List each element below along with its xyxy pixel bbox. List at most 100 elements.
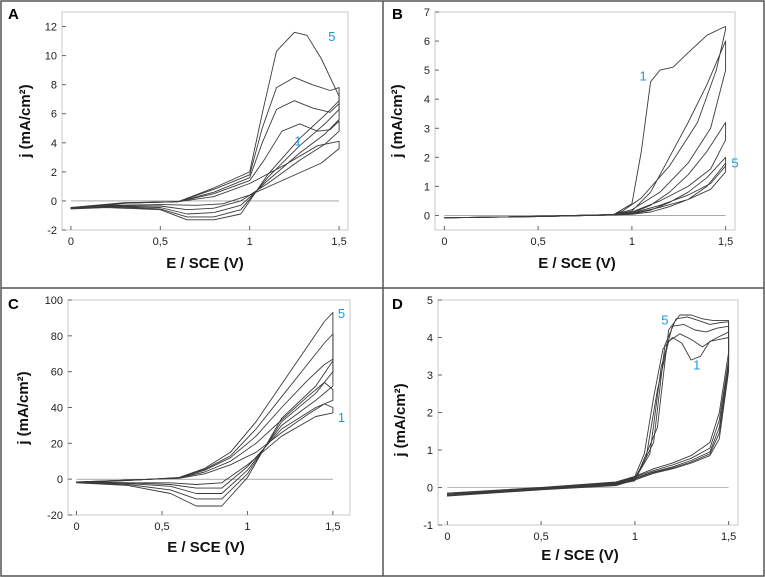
cv-curve-b-cycle-1 [443, 26, 727, 219]
cycle-labels-a: 51 [294, 29, 335, 149]
y-tick-label-b: 4 [424, 94, 430, 106]
x-axis-title-b: E / SCE (V) [538, 255, 616, 272]
cycle-labels-c: 51 [338, 306, 345, 425]
cycle-label-d-5: 5 [661, 312, 668, 327]
curves-a [70, 31, 340, 221]
x-tick-label-d: 1,5 [721, 531, 736, 543]
y-tick-label-a: 0 [51, 196, 57, 208]
cycle-label-b-5: 5 [731, 156, 738, 171]
y-tick-label-a: 8 [51, 80, 57, 92]
cycle-labels-b: 15 [640, 68, 739, 170]
y-tick-label-d: -1 [423, 520, 433, 532]
x-tick-label-c: 1,5 [325, 521, 340, 533]
plot-area-b [434, 11, 736, 231]
y-tick-label-a: 2 [51, 167, 57, 179]
cv-curve-a-cycle-2 [70, 120, 340, 211]
cv-curve-d-cycle-1 [446, 337, 730, 494]
cycle-label-b-1: 1 [640, 68, 647, 83]
y-tick-label-c: 60 [51, 367, 63, 379]
curves-d [446, 314, 730, 497]
panel-letter-b: B [392, 6, 403, 23]
y-tick-label-a: 6 [51, 109, 57, 121]
y-axis-title-d: j (mA/cm²) [392, 383, 409, 457]
ticks-a: 0 0,5 1 1,5 -2 0 2 4 6 8 10 12 [45, 22, 347, 248]
cv-curve-d-cycle-4 [446, 316, 730, 496]
ticks-d: 0 0,5 1 1,5 -1 0 1 2 3 4 5 [423, 295, 736, 543]
y-tick-label-a: 10 [45, 51, 57, 63]
y-axis-title-c: j (mA/cm²) [15, 371, 32, 445]
cv-curve-c-cycle-2 [76, 381, 334, 489]
x-axis-title-a: E / SCE (V) [166, 255, 244, 272]
y-tick-label-d: 4 [427, 333, 433, 345]
x-tick-label-c: 0,5 [154, 521, 169, 533]
x-tick-label-b: 0 [441, 236, 447, 248]
y-tick-label-c: 0 [57, 474, 63, 486]
cv-curve-b-cycle-4 [443, 156, 727, 219]
ticks-c: 0 0,5 1 1,5 -20 0 20 40 60 80 100 [45, 295, 341, 533]
y-tick-label-d: 5 [427, 295, 433, 307]
x-tick-label-b: 0,5 [530, 236, 545, 248]
curves-b [443, 26, 727, 219]
x-tick-label-b: 1,5 [718, 236, 733, 248]
ticks-b: 0 0,5 1 1,5 0 1 2 3 4 5 6 7 [424, 7, 733, 248]
y-axis-title-a: j (mA/cm²) [17, 84, 34, 158]
y-tick-label-b: 3 [424, 123, 430, 135]
plot-area-a [61, 11, 349, 231]
x-tick-label-c: 0 [73, 521, 79, 533]
y-tick-label-d: 2 [427, 408, 433, 420]
y-tick-label-d: 3 [427, 370, 433, 382]
y-tick-label-c: 40 [51, 403, 63, 415]
panel-d: D E / SCE (V) j (mA/cm²) 0 0,5 1 1,5 -1 0 1 2 3 4… [392, 295, 739, 564]
y-tick-label-c: 80 [51, 331, 63, 343]
y-tick-label-c: -20 [47, 510, 63, 522]
x-axis-title-c: E / SCE (V) [167, 539, 245, 556]
x-tick-label-d: 1 [632, 531, 638, 543]
y-tick-label-d: 1 [427, 445, 433, 457]
x-axis-title-d: E / SCE (V) [541, 547, 619, 564]
cycle-label-c-5: 5 [338, 306, 345, 321]
y-axis-title-b: j (mA/cm²) [389, 84, 406, 158]
x-tick-label-a: 1,5 [331, 236, 346, 248]
x-tick-label-c: 1 [244, 521, 250, 533]
y-tick-label-b: 2 [424, 152, 430, 164]
panel-a: A E / SCE (V) j (mA/cm²) 0 0,5 1 1,5 -2 0 2 4 6 8… [8, 6, 349, 272]
cycle-label-d-1: 1 [693, 357, 700, 372]
cv-curve-c-cycle-1 [76, 403, 334, 485]
x-tick-label-a: 0 [68, 236, 74, 248]
cv-curve-a-cycle-3 [70, 100, 340, 215]
cv-curve-b-cycle-5 [443, 162, 727, 219]
panel-c: C E / SCE (V) j (mA/cm²) 0 0,5 1 1,5 -20 0 20 4… [8, 295, 351, 556]
x-tick-label-a: 0,5 [153, 236, 168, 248]
cycle-label-a-1: 1 [294, 134, 301, 149]
cv-curve-d-cycle-3 [446, 323, 730, 496]
cycle-label-a-5: 5 [328, 29, 335, 44]
y-tick-label-d: 0 [427, 483, 433, 495]
y-tick-label-b: 6 [424, 36, 430, 48]
x-tick-label-b: 1 [629, 236, 635, 248]
y-tick-label-b: 7 [424, 7, 430, 19]
cv-curve-d-cycle-2 [446, 331, 730, 495]
cv-curve-b-cycle-2 [443, 40, 727, 219]
panel-letter-a: A [8, 6, 19, 23]
y-tick-label-b: 1 [424, 181, 430, 193]
panel-letter-d: D [392, 296, 403, 313]
panel-b: B E / SCE (V) j (mA/cm²) 0 0,5 1 1,5 0 1 2 3 4 5 6… [389, 6, 739, 272]
y-tick-label-a: 4 [51, 138, 57, 150]
y-tick-label-a: 12 [45, 22, 57, 34]
cv-curve-a-cycle-5 [70, 31, 340, 221]
y-tick-label-c: 100 [45, 295, 63, 307]
cv-curve-a-cycle-4 [70, 76, 340, 218]
cv-curve-d-cycle-5 [446, 314, 730, 497]
cv-curve-a-cycle-1 [70, 140, 340, 208]
y-tick-label-a: -2 [47, 225, 57, 237]
x-tick-label-d: 0,5 [533, 531, 548, 543]
x-tick-label-a: 1 [247, 236, 253, 248]
y-tick-label-b: 0 [424, 210, 430, 222]
y-tick-label-b: 5 [424, 65, 430, 77]
cycle-labels-d: 51 [661, 312, 700, 372]
cv-curve-b-cycle-3 [443, 122, 727, 219]
y-tick-label-c: 20 [51, 438, 63, 450]
cv-curve-c-cycle-5 [76, 312, 334, 507]
panel-letter-c: C [8, 296, 19, 313]
